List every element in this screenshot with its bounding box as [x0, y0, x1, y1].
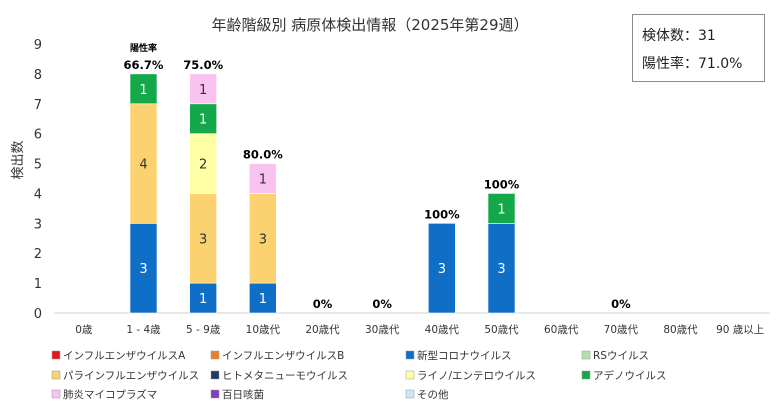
- bar-segment: [487, 193, 516, 224]
- positivity-label: 80.0%: [243, 148, 283, 162]
- legend-label: RSウイルス: [593, 350, 649, 362]
- legend-swatch: [210, 370, 220, 380]
- legend-label: パラインフルエンザウイルス: [63, 370, 199, 382]
- bar-segment: [249, 282, 277, 314]
- bar-segment: [249, 193, 277, 284]
- bar-segment: [129, 103, 158, 224]
- positivity-header: 陽性率: [130, 42, 157, 54]
- bar-segment: [189, 133, 217, 194]
- legend-label: ライノ/エンテロウイルス: [417, 370, 536, 382]
- positivity-label: 0%: [611, 297, 631, 311]
- bar-segment: [189, 193, 217, 284]
- legend-swatch: [405, 350, 415, 360]
- bar-data-label: 3: [438, 262, 446, 277]
- bar-segment: [189, 73, 217, 105]
- bar-data-label: 1: [199, 292, 207, 307]
- legend-swatch: [51, 370, 61, 380]
- legend-swatch: [405, 370, 415, 380]
- y-tick-label: 2: [34, 247, 42, 262]
- legend-label: ヒトメタニューモウイルス: [222, 370, 348, 382]
- x-tick-label: 5 - 9歳: [186, 324, 221, 336]
- x-tick-label: 20歳代: [305, 324, 340, 336]
- bar-segment: [428, 223, 456, 314]
- bar-data-label: 3: [497, 262, 505, 277]
- legend-label: インフルエンザウイルスA: [63, 350, 186, 362]
- x-tick-label: 1 - 4歳: [126, 324, 161, 336]
- y-tick-label: 8: [34, 68, 42, 83]
- bar-data-label: 3: [199, 232, 207, 247]
- legend-label: 肺炎マイコプラズマ: [63, 388, 157, 401]
- y-tick-label: 9: [34, 38, 42, 53]
- legend-swatch: [51, 389, 61, 399]
- legend-swatch: [210, 389, 220, 399]
- bar-data-label: 4: [139, 158, 147, 173]
- legend-label: 百日咳菌: [222, 388, 264, 401]
- positivity-label: 66.7%: [124, 58, 164, 72]
- positivity-rate: 陽性率：71.0%: [642, 56, 743, 72]
- legend-label: その他: [417, 388, 449, 401]
- specimen-count: 検体数：31: [642, 28, 716, 44]
- bar-segment: [129, 223, 158, 314]
- x-tick-label: 80歳代: [663, 324, 698, 336]
- y-tick-label: 5: [34, 158, 42, 173]
- y-tick-label: 7: [34, 98, 42, 113]
- bar-data-label: 1: [497, 202, 505, 217]
- bar-data-label: 2: [199, 158, 207, 173]
- y-tick-label: 6: [34, 128, 42, 143]
- legend-label: インフルエンザウイルスB: [222, 350, 344, 362]
- legend-swatch: [405, 389, 415, 399]
- bar-data-label: 3: [139, 262, 147, 277]
- bar-data-label: 1: [199, 83, 207, 98]
- bar-segment: [129, 73, 158, 105]
- x-tick-label: 10歳代: [246, 324, 281, 336]
- y-tick-label: 3: [34, 217, 42, 232]
- bar-data-label: 1: [259, 173, 267, 188]
- positivity-label: 100%: [484, 177, 520, 191]
- bar-segment: [249, 163, 277, 194]
- legend-label: アデノウイルス: [593, 369, 667, 382]
- positivity-label: 100%: [424, 207, 460, 221]
- x-tick-label: 70歳代: [604, 324, 639, 336]
- bar-data-label: 1: [259, 292, 267, 307]
- bar-data-label: 3: [259, 232, 267, 247]
- bar-segment: [487, 223, 516, 314]
- x-tick-label: 30歳代: [365, 324, 400, 336]
- x-tick-label: 50歳代: [484, 324, 519, 336]
- positivity-label: 0%: [313, 297, 333, 311]
- legend-swatch: [581, 350, 591, 360]
- legend-swatch: [210, 350, 220, 360]
- y-tick-label: 1: [34, 277, 42, 292]
- positivity-label: 75.0%: [183, 58, 223, 72]
- y-tick-label: 0: [34, 307, 42, 322]
- x-tick-label: 60歳代: [544, 324, 579, 336]
- bar-data-label: 1: [139, 83, 147, 98]
- legend-swatch: [51, 350, 61, 360]
- stats-box: 検体数：31 陽性率：71.0%: [632, 14, 765, 82]
- positivity-label: 0%: [372, 297, 392, 311]
- x-tick-label: 90 歳以上: [716, 324, 764, 336]
- legend-swatch: [581, 370, 591, 380]
- chart-title: 年齢階級別 病原体検出情報（2025年第29週）: [211, 16, 528, 34]
- y-axis-label: 検出数: [11, 140, 26, 179]
- x-tick-label: 40歳代: [425, 324, 460, 336]
- y-tick-label: 4: [34, 187, 42, 202]
- bar-data-label: 1: [199, 113, 207, 128]
- x-tick-label: 0歳: [75, 324, 93, 336]
- legend-label: 新型コロナウイルス: [417, 349, 512, 362]
